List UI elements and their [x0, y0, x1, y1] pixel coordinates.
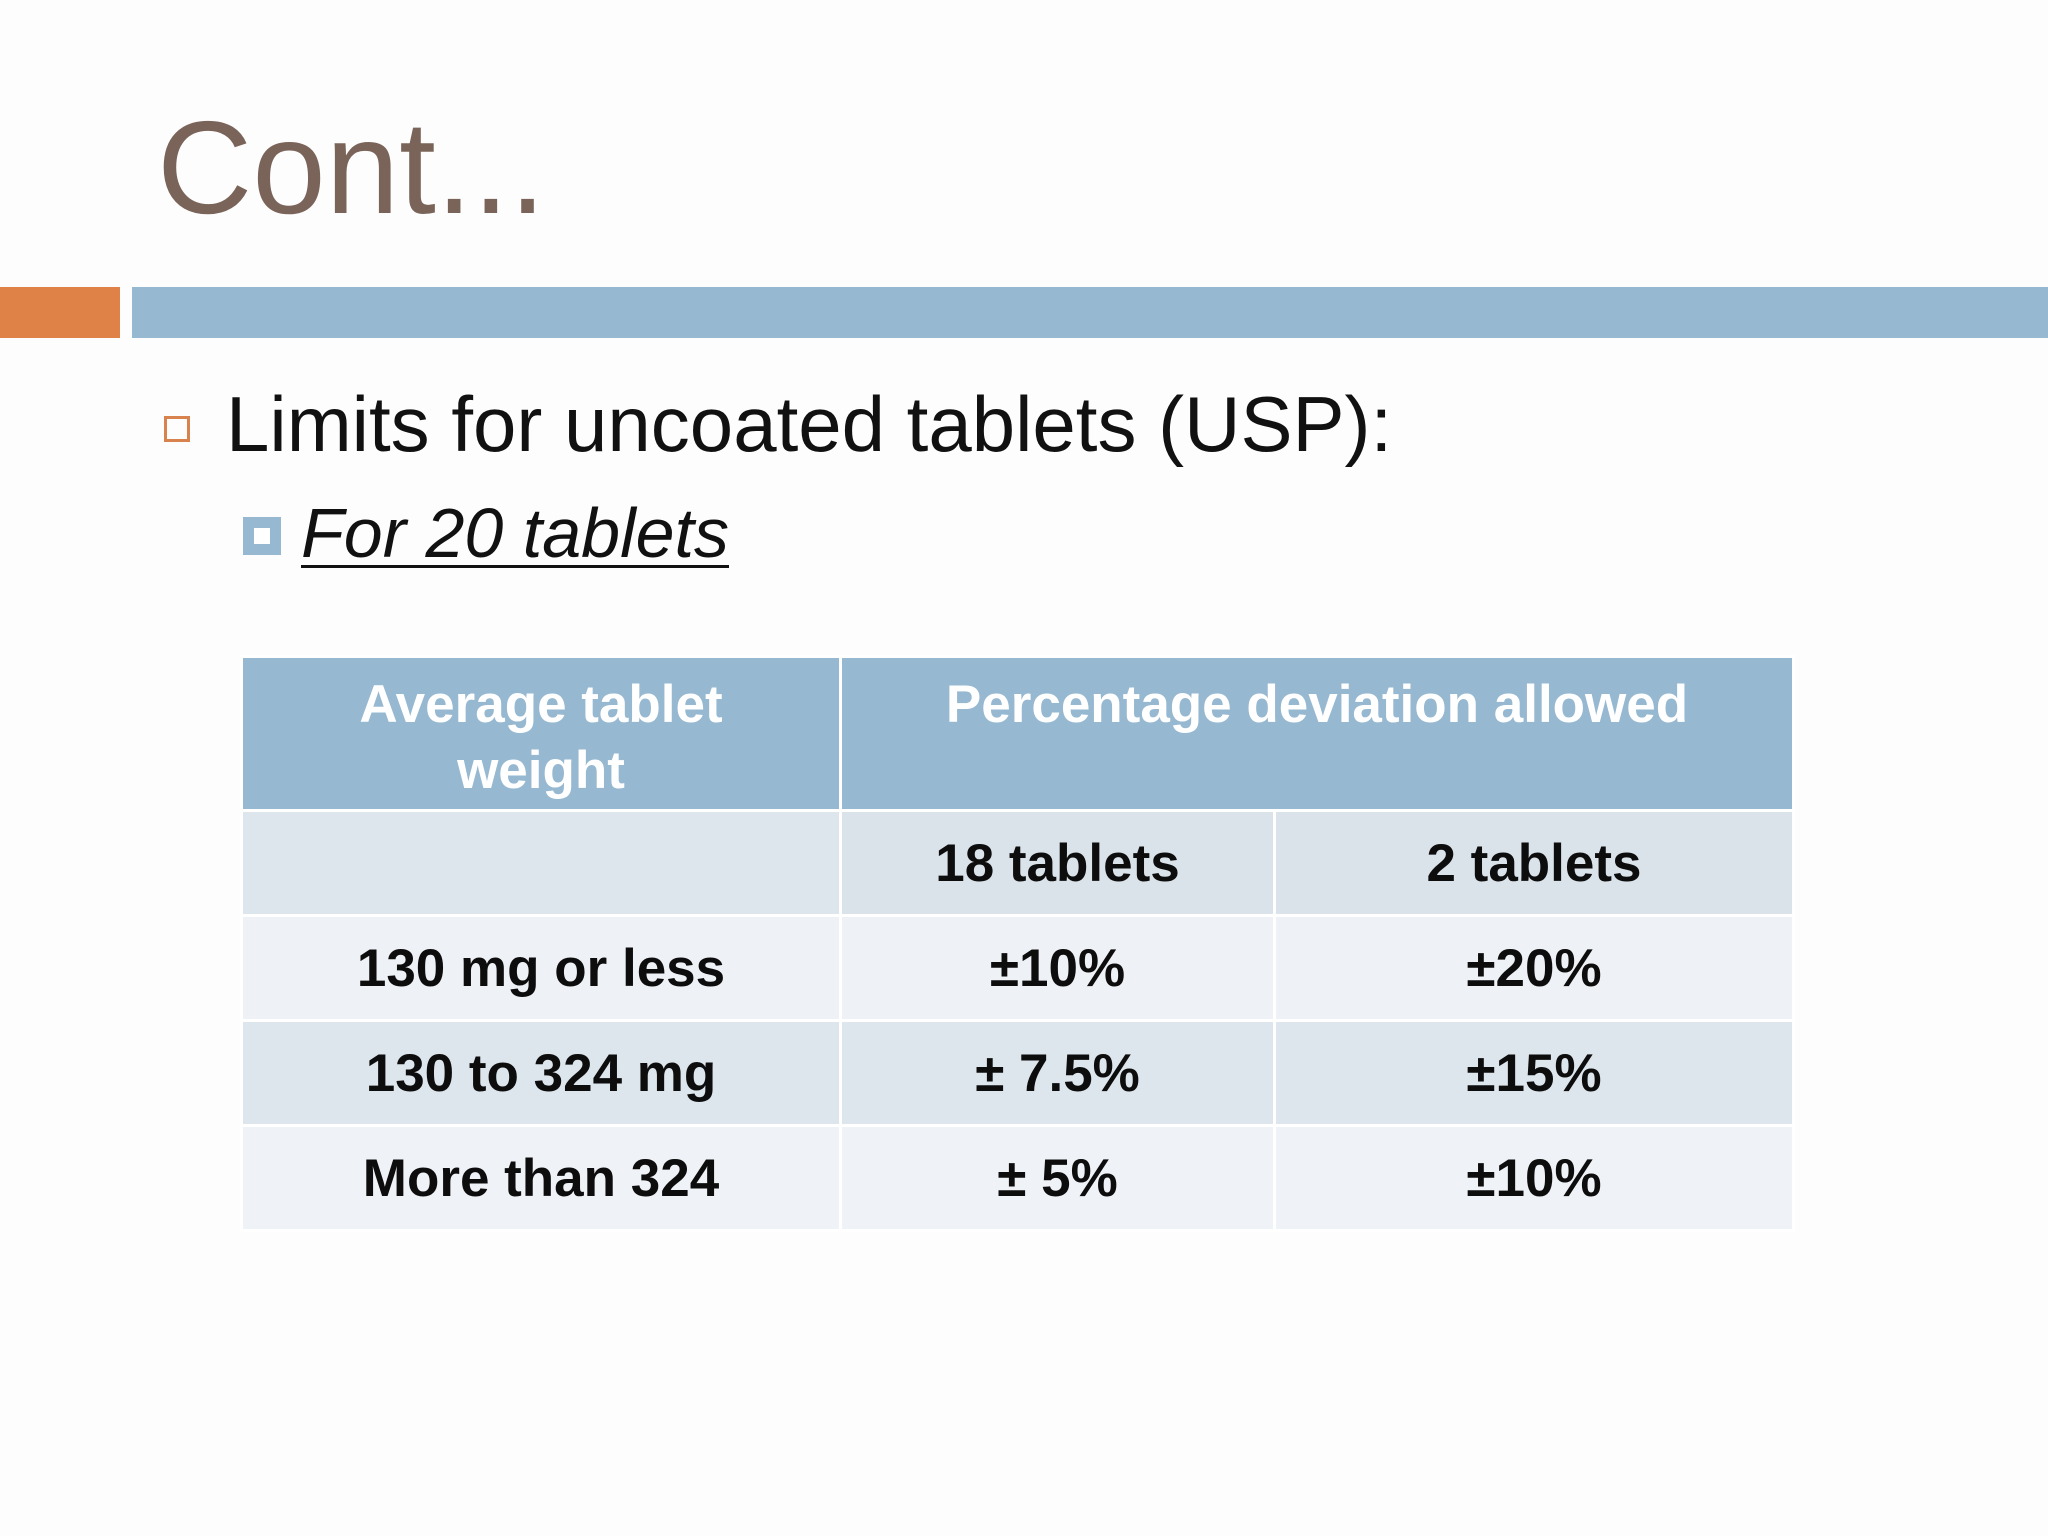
header-percentage-deviation: Percentage deviation allowed — [838, 655, 1796, 812]
weight-cell: 130 to 324 mg — [240, 1019, 842, 1127]
sub-bullet-text: For 20 tablets — [301, 494, 729, 572]
bullet-text: Limits for uncoated tablets (USP): — [226, 379, 1393, 468]
subheader-18-tablets: 18 tablets — [839, 809, 1276, 917]
table-header-row: Average tablet weight Percentage deviati… — [240, 655, 1796, 812]
slide-title: Cont... — [157, 94, 546, 241]
deviation-2-cell: ±15% — [1272, 1019, 1796, 1127]
deviation-2-cell: ±20% — [1272, 914, 1796, 1022]
table-row: 130 mg or less ±10% ±20% — [240, 914, 1796, 1022]
deviation-2-cell: ±10% — [1272, 1124, 1796, 1232]
accent-bar-orange — [0, 287, 120, 338]
filled-square-icon — [243, 517, 281, 555]
deviation-18-cell: ± 7.5% — [839, 1019, 1276, 1127]
table-row: 130 to 324 mg ± 7.5% ±15% — [240, 1019, 1796, 1127]
weight-cell: More than 324 — [240, 1124, 842, 1232]
accent-bar-blue — [132, 287, 2048, 338]
deviation-table: Average tablet weight Percentage deviati… — [240, 655, 1796, 1232]
bullet-level-1: Limits for uncoated tablets (USP): — [164, 378, 1392, 470]
header-average-weight: Average tablet weight — [240, 655, 842, 812]
header-line: weight — [457, 741, 625, 800]
weight-cell: 130 mg or less — [240, 914, 842, 1022]
hollow-square-icon — [164, 416, 190, 442]
table-subheader-row: 18 tablets 2 tablets — [240, 809, 1796, 917]
bullet-level-2: For 20 tablets — [243, 490, 729, 576]
table-row: More than 324 ± 5% ±10% — [240, 1124, 1796, 1232]
deviation-18-cell: ±10% — [839, 914, 1276, 1022]
subheader-2-tablets: 2 tablets — [1272, 809, 1796, 917]
deviation-18-cell: ± 5% — [839, 1124, 1276, 1232]
subheader-empty-cell — [240, 809, 842, 917]
header-line: Average tablet — [359, 675, 723, 734]
